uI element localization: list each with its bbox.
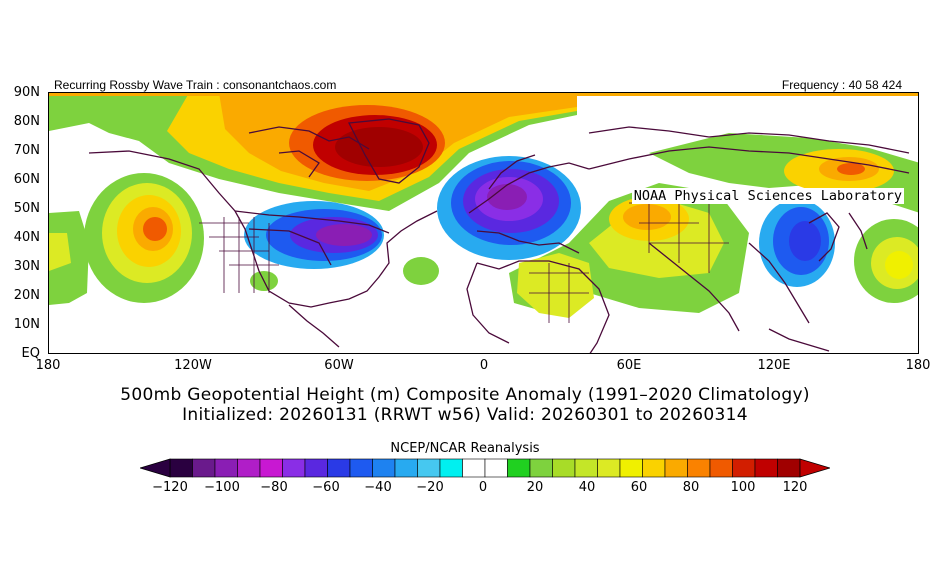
colorbar-tick: 40 (578, 480, 596, 495)
colorbar-cell (327, 458, 351, 478)
source-credit: Recurring Rossby Wave Train : consonantc… (54, 78, 337, 92)
lon-label: 60E (616, 358, 642, 373)
colorbar-cell (777, 458, 801, 478)
lat-label: 90N (13, 85, 40, 100)
colorbar-cell (507, 458, 531, 478)
colorbar-tick: −20 (416, 480, 444, 495)
colorbar-tick: −40 (364, 480, 392, 495)
lat-label: 60N (13, 172, 40, 187)
lat-label: 20N (13, 288, 40, 303)
colorbar-cell (417, 458, 441, 478)
colorbar-cell (732, 458, 756, 478)
lon-label: 180 (905, 358, 930, 373)
colorbar-cell (259, 458, 283, 478)
lon-label: 0 (479, 358, 489, 373)
lat-label: EQ (21, 346, 40, 361)
colorbar-cell (619, 458, 643, 478)
map-subtitle: Initialized: 20260131 (RRWT w56) Valid: … (182, 405, 748, 425)
polar-band (49, 93, 918, 96)
data-source: NCEP/NCAR Reanalysis (390, 441, 540, 456)
lab-credit: NOAA Physical Sciences Laboratory (631, 188, 904, 204)
colorbar-tick: 100 (730, 480, 756, 495)
colorbar-cell (754, 458, 778, 478)
colorbar-cell (687, 458, 711, 478)
colorbar-tick: 0 (478, 480, 488, 495)
negative-anomaly-europe (437, 156, 581, 260)
frequency-label: Frequency : 40 58 424 (781, 78, 902, 92)
anomaly-map: NOAA Physical Sciences Laboratory (48, 92, 919, 354)
colorbar-cell (574, 458, 598, 478)
colorbar-cell (552, 458, 576, 478)
colorbar-cell (169, 458, 193, 478)
positive-anomaly-pacific (84, 173, 204, 303)
colorbar-cell (372, 458, 396, 478)
colorbar-tick: −60 (312, 480, 340, 495)
colorbar-tick: 20 (526, 480, 544, 495)
colorbar-cell (484, 458, 508, 478)
lat-label: 50N (13, 201, 40, 216)
lat-label: 30N (13, 259, 40, 274)
colorbar-tick: −100 (204, 480, 240, 495)
positive-anomaly-east-pacific (854, 219, 918, 303)
coastlines (88, 118, 910, 353)
negative-anomaly-east-asia (759, 199, 835, 287)
colorbar-tick: −120 (152, 480, 188, 495)
colorbar-low-arrow (140, 458, 171, 478)
colorbar-tick: −80 (260, 480, 288, 495)
lat-label: 10N (13, 317, 40, 332)
lat-label: 80N (13, 114, 40, 129)
colorbar-cell (394, 458, 418, 478)
anomaly-field (49, 93, 918, 353)
lon-label: 120E (757, 358, 791, 373)
colorbar-cell (439, 458, 463, 478)
colorbar-cell (462, 458, 486, 478)
colorbar-tick: 120 (782, 480, 808, 495)
lon-label: 120W (174, 358, 212, 373)
positive-anomaly-greenland (49, 93, 577, 211)
negative-anomaly-north-america (244, 201, 384, 269)
colorbar-cell (282, 458, 306, 478)
colorbar-cell (642, 458, 666, 478)
colorbar-cell (214, 458, 238, 478)
colorbar-cell (304, 458, 328, 478)
colorbar-cell (237, 458, 261, 478)
colorbar-tick: 80 (682, 480, 700, 495)
colorbar-tick: 60 (630, 480, 648, 495)
colorbar-cell (192, 458, 216, 478)
colorbar-cell (529, 458, 553, 478)
colorbar-cell (597, 458, 621, 478)
colorbar-cell (664, 458, 688, 478)
colorbar-high-arrow (799, 458, 830, 478)
lat-label: 70N (13, 143, 40, 158)
lon-label: 60W (324, 358, 354, 373)
colorbar (140, 458, 830, 478)
colorbar-cell (709, 458, 733, 478)
map-title: 500mb Geopotential Height (m) Composite … (120, 385, 810, 405)
colorbar-cell (349, 458, 373, 478)
lat-label: 40N (13, 230, 40, 245)
lon-label: 180 (35, 358, 61, 373)
